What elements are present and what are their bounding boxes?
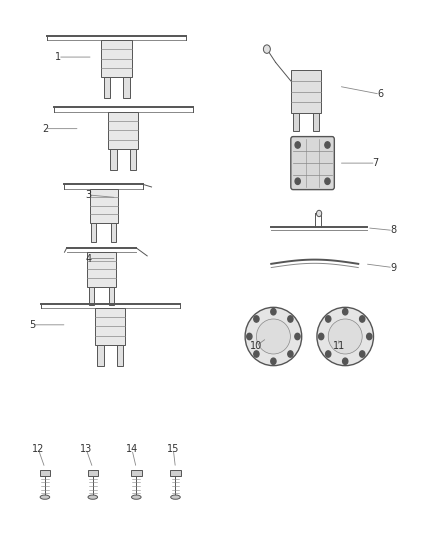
Circle shape [295, 142, 300, 148]
Circle shape [271, 358, 276, 365]
Bar [131, 470, 141, 476]
Text: 5: 5 [29, 320, 35, 330]
Circle shape [271, 309, 276, 315]
Circle shape [254, 351, 259, 357]
Circle shape [317, 211, 322, 216]
Text: 4: 4 [85, 254, 92, 263]
Circle shape [254, 316, 259, 322]
Text: 7: 7 [373, 158, 379, 168]
Circle shape [325, 178, 330, 184]
Bar [40, 470, 50, 476]
Ellipse shape [245, 308, 302, 366]
Circle shape [367, 333, 372, 340]
Ellipse shape [328, 319, 362, 354]
FancyBboxPatch shape [291, 136, 334, 190]
Bar [123, 77, 130, 99]
Bar [111, 223, 116, 241]
Circle shape [295, 333, 300, 340]
Bar [91, 223, 96, 241]
Bar [89, 189, 118, 223]
Text: 1: 1 [55, 52, 61, 62]
Circle shape [263, 45, 270, 53]
Circle shape [360, 316, 365, 322]
Text: 15: 15 [167, 445, 180, 455]
Ellipse shape [88, 495, 98, 499]
Text: 14: 14 [126, 445, 138, 455]
Circle shape [247, 333, 252, 340]
Bar [293, 113, 299, 131]
Bar [104, 77, 110, 99]
Text: 3: 3 [85, 190, 92, 200]
Bar [291, 70, 321, 113]
Circle shape [325, 316, 331, 322]
Ellipse shape [317, 308, 374, 366]
Text: 6: 6 [377, 89, 383, 99]
Circle shape [295, 178, 300, 184]
Bar [88, 470, 98, 476]
Circle shape [343, 358, 348, 365]
Text: 11: 11 [332, 341, 345, 351]
Bar [87, 252, 116, 287]
Circle shape [360, 351, 365, 357]
Text: 12: 12 [32, 445, 45, 455]
Bar [95, 308, 125, 345]
Bar [108, 112, 138, 149]
Circle shape [325, 351, 331, 357]
Bar [89, 287, 94, 305]
Bar [130, 149, 136, 170]
Bar [109, 287, 114, 305]
Circle shape [288, 316, 293, 322]
Bar [97, 345, 104, 366]
Circle shape [288, 351, 293, 357]
Text: 13: 13 [80, 445, 92, 455]
Circle shape [318, 333, 324, 340]
Bar [117, 345, 123, 366]
Ellipse shape [171, 495, 180, 499]
Bar [102, 40, 132, 77]
Circle shape [325, 142, 330, 148]
Ellipse shape [40, 495, 49, 499]
Text: 8: 8 [390, 225, 396, 236]
Bar [110, 149, 117, 170]
Ellipse shape [256, 319, 290, 354]
Text: 2: 2 [42, 124, 48, 134]
Text: 9: 9 [390, 263, 396, 272]
Circle shape [343, 309, 348, 315]
Text: 10: 10 [250, 341, 262, 351]
Bar [314, 113, 319, 131]
Bar [170, 470, 181, 476]
Ellipse shape [131, 495, 141, 499]
